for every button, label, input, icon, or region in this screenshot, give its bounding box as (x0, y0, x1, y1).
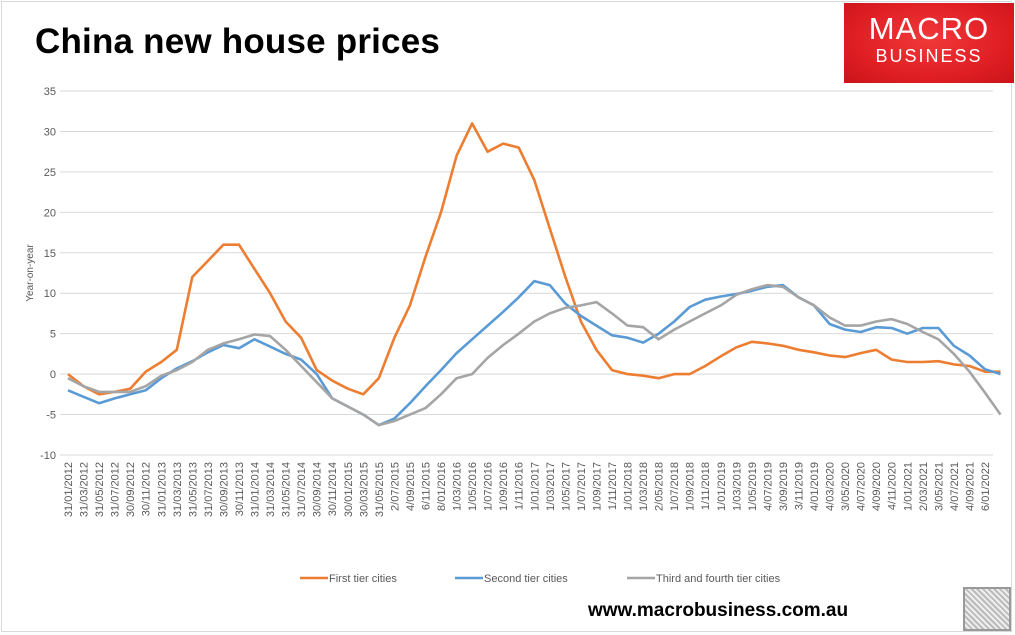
x-tick-label: 31/03/2013 (172, 462, 184, 517)
y-tick-label: 25 (44, 167, 56, 179)
x-tick-label: 30/09/2013 (218, 462, 230, 517)
x-tick-label: 31/05/2015 (374, 462, 386, 517)
legend-label: First tier cities (329, 573, 397, 585)
x-tick-label: 4/07/2020 (856, 462, 868, 511)
y-tick-label: 20 (44, 207, 56, 219)
x-tick-label: 3/05/2021 (933, 462, 945, 511)
x-tick-label: 31/05/2012 (94, 462, 106, 517)
x-tick-label: 4/07/2021 (949, 462, 961, 511)
x-tick-label: 1/03/2016 (452, 462, 464, 511)
x-tick-label: 4/11/2020 (887, 462, 899, 510)
x-tick-label: 31/03/2012 (79, 462, 91, 517)
x-tick-label: 1/09/2016 (498, 462, 510, 511)
x-tick-label: 31/01/2012 (63, 462, 75, 517)
x-tick-label: 31/05/2014 (281, 462, 293, 517)
x-tick-label: 1/03/2017 (545, 462, 557, 511)
x-tick-label: 1/01/2021 (902, 462, 914, 511)
x-tick-label: 2/07/2015 (389, 462, 401, 511)
x-tick-label: 30/01/2015 (343, 462, 355, 517)
x-tick-label: 1/05/2019 (747, 462, 759, 511)
x-tick-label: 1/03/2019 (731, 462, 743, 511)
x-tick-label: 4/09/2021 (964, 462, 976, 511)
x-tick-label: 31/01/2013 (156, 462, 168, 517)
logo-line1: MACRO (868, 11, 990, 46)
series-line-2 (67, 279, 1001, 427)
x-tick-label: 30/09/2012 (125, 462, 137, 517)
x-tick-label: 1/11/2018 (700, 462, 712, 510)
y-tick-label: -5 (46, 410, 56, 422)
footer-url: www.macrobusiness.com.au (588, 600, 849, 621)
x-tick-label: 30/03/2015 (358, 462, 370, 517)
x-tick-label: 31/07/2012 (110, 462, 122, 517)
x-tick-label: 4/01/2019 (809, 462, 821, 511)
x-tick-label: 4/09/2020 (871, 462, 883, 511)
x-tick-label: 1/03/2018 (638, 462, 650, 511)
x-tick-label: 2/03/2021 (918, 462, 930, 511)
x-tick-label: 1/01/2017 (529, 462, 541, 511)
series-line-1 (67, 122, 1001, 396)
x-tick-label: 1/01/2019 (716, 462, 728, 511)
x-tick-label: 6/01/2022 (980, 462, 992, 511)
x-tick-label: 4/07/2019 (762, 462, 774, 511)
x-tick-label: 4/09/2015 (405, 462, 417, 511)
x-tick-label: 3/11/2019 (793, 462, 805, 510)
legend-label: Second tier cities (484, 573, 568, 585)
x-tick-label: 1/07/2018 (669, 462, 681, 511)
x-tick-label: 30/09/2014 (312, 462, 324, 517)
logo-line2: BUSINESS (875, 46, 983, 66)
y-tick-label: 0 (50, 369, 56, 381)
y-tick-label: 30 (44, 126, 56, 138)
y-tick-label: 35 (44, 86, 56, 98)
x-tick-label: 1/07/2017 (576, 462, 588, 511)
x-tick-label: 31/01/2014 (250, 462, 262, 517)
x-tick-label: 30/11/2013 (234, 462, 246, 516)
x-tick-label: 31/07/2013 (203, 462, 215, 517)
x-tick-label: 1/09/2017 (591, 462, 603, 511)
x-tick-label: 30/11/2014 (327, 462, 339, 516)
x-tick-label: 1/05/2017 (560, 462, 572, 511)
x-tick-label: 1/09/2018 (685, 462, 697, 511)
x-tick-label: 31/03/2014 (265, 462, 277, 517)
y-tick-label: -10 (40, 450, 56, 462)
y-tick-label: 10 (44, 288, 56, 300)
y-tick-label: 5 (50, 329, 56, 341)
x-tick-label: 1/11/2016 (514, 462, 526, 510)
x-tick-label: 3/09/2019 (778, 462, 790, 511)
x-tick-label: 30/11/2012 (141, 462, 153, 516)
x-tick-label: 3/05/2020 (840, 462, 852, 511)
x-tick-label: 4/03/2020 (825, 462, 837, 511)
x-tick-label: 6/11/2015 (420, 462, 432, 510)
x-tick-label: 1/11/2017 (607, 462, 619, 510)
x-tick-label: 1/01/2018 (623, 462, 635, 511)
x-tick-label: 1/05/2016 (467, 462, 479, 511)
x-tick-label: 8/01/2016 (436, 462, 448, 511)
y-axis-label: Year-on-year (25, 244, 36, 302)
x-tick-label: 1/07/2016 (483, 462, 495, 511)
chart-title: China new house prices (35, 22, 441, 61)
x-tick-label: 2/05/2018 (654, 462, 666, 511)
y-tick-label: 15 (44, 248, 56, 260)
wolf-logo-icon (963, 587, 1011, 631)
macrobusiness-logo: MACRO BUSINESS (844, 3, 1014, 83)
x-tick-label: 31/05/2013 (187, 462, 199, 517)
legend-label: Third and fourth tier cities (656, 573, 781, 585)
x-tick-label: 31/07/2014 (296, 462, 308, 517)
series-line-3 (67, 283, 1002, 427)
